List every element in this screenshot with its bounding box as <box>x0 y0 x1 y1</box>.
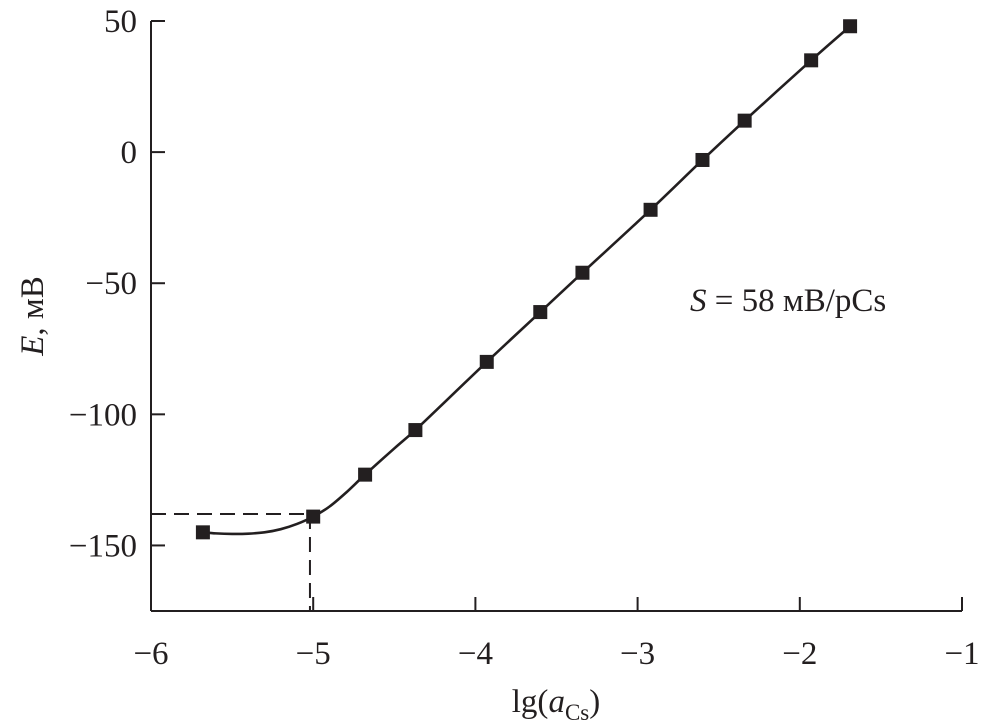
fit-curve-group <box>202 25 851 536</box>
data-point <box>306 509 321 524</box>
x-tick-label: −3 <box>620 636 655 672</box>
slope-annotation: S = 58 мВ/pCs <box>690 283 886 319</box>
x-tick-label: −1 <box>944 636 979 672</box>
x-axis-subscript: Cs <box>565 700 589 725</box>
data-point <box>408 423 423 438</box>
data-point <box>479 354 494 369</box>
axes <box>150 20 963 612</box>
x-tick-label: −5 <box>296 636 331 672</box>
x-tick-label: −6 <box>133 636 168 672</box>
y-axis-title: E, мВ <box>15 276 51 357</box>
slope-variable: S <box>690 283 707 319</box>
data-point <box>695 152 710 167</box>
x-tick-label: −4 <box>458 636 493 672</box>
detection-limit-guides <box>151 512 311 611</box>
y-tick-label: 0 <box>121 135 138 171</box>
data-point <box>843 19 858 34</box>
x-tick-label: −2 <box>782 636 817 672</box>
y-tick-label: −150 <box>69 528 137 564</box>
slope-value: = 58 мВ/pCs <box>707 283 887 319</box>
y-tick-label: −50 <box>85 266 137 302</box>
y-axis-unit: , мВ <box>15 276 51 335</box>
x-axis-suffix: ) <box>589 684 600 720</box>
data-points <box>195 19 858 540</box>
x-axis-variable: a <box>548 684 565 720</box>
y-tick-label: −100 <box>69 397 137 433</box>
data-point <box>643 202 658 217</box>
fit-curve <box>202 25 851 536</box>
labels: 50 0 −50 −100 −150 −6 −5 −4 −3 −2 −1 E, мВ lg(aCs) S … <box>15 4 980 725</box>
data-point <box>804 53 819 68</box>
data-point <box>195 525 210 540</box>
data-point <box>575 265 590 280</box>
x-axis-title: lg(aCs) <box>512 684 600 725</box>
data-point <box>533 305 548 320</box>
x-axis-prefix: lg( <box>512 684 549 720</box>
data-point <box>358 467 373 482</box>
y-tick-label: 50 <box>104 4 137 40</box>
y-axis-variable: E <box>15 336 51 357</box>
data-point <box>737 113 752 128</box>
